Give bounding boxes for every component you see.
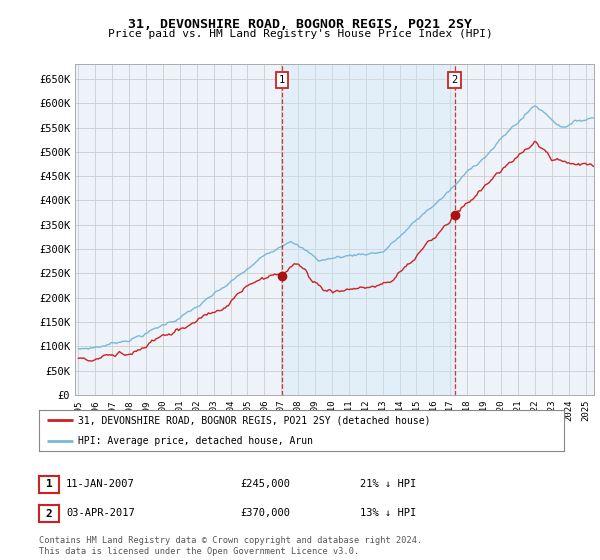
Text: 1: 1 <box>278 75 285 85</box>
Text: Contains HM Land Registry data © Crown copyright and database right 2024.
This d: Contains HM Land Registry data © Crown c… <box>39 536 422 556</box>
Text: 03-APR-2017: 03-APR-2017 <box>66 508 135 518</box>
Text: 2: 2 <box>46 508 52 519</box>
Text: 2: 2 <box>451 75 458 85</box>
Text: 21% ↓ HPI: 21% ↓ HPI <box>360 479 416 489</box>
Text: 11-JAN-2007: 11-JAN-2007 <box>66 479 135 489</box>
Text: Price paid vs. HM Land Registry's House Price Index (HPI): Price paid vs. HM Land Registry's House … <box>107 29 493 39</box>
Text: £245,000: £245,000 <box>240 479 290 489</box>
Text: 13% ↓ HPI: 13% ↓ HPI <box>360 508 416 518</box>
Text: HPI: Average price, detached house, Arun: HPI: Average price, detached house, Arun <box>79 436 313 446</box>
Bar <box>282 64 455 395</box>
Text: £370,000: £370,000 <box>240 508 290 518</box>
Text: 31, DEVONSHIRE ROAD, BOGNOR REGIS, PO21 2SY (detached house): 31, DEVONSHIRE ROAD, BOGNOR REGIS, PO21 … <box>79 415 431 425</box>
Text: 31, DEVONSHIRE ROAD, BOGNOR REGIS, PO21 2SY: 31, DEVONSHIRE ROAD, BOGNOR REGIS, PO21 … <box>128 18 472 31</box>
Text: 1: 1 <box>46 479 52 489</box>
